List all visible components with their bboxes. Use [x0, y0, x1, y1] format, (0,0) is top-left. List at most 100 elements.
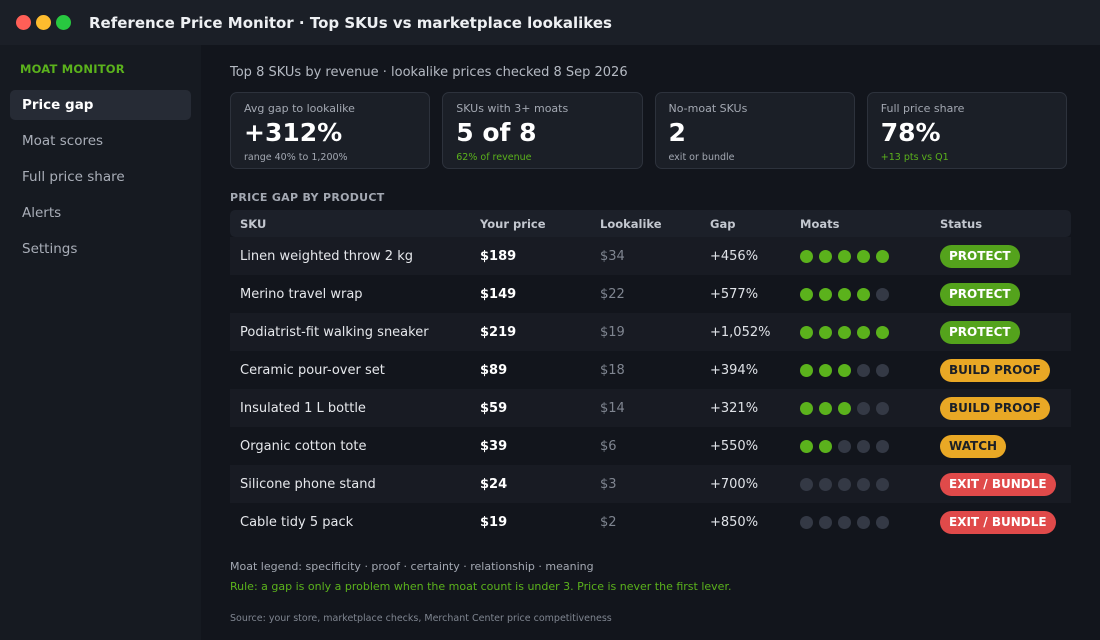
price-gap: +1,052%	[710, 324, 771, 340]
moat-dot-empty	[838, 439, 851, 453]
section-title: PRICE GAP BY PRODUCT	[230, 191, 385, 204]
table-body: Linen weighted throw 2 kg $189 $34 +456% PRO…	[230, 237, 1071, 541]
moat-dot-filled	[838, 401, 851, 415]
price-gap: +456%	[710, 248, 759, 264]
sku-name: Podiatrist-fit walking sneaker	[240, 324, 429, 340]
page-subtitle: Top 8 SKUs by revenue · lookalike prices…	[230, 65, 628, 80]
card-full-price-share: Full price share 78% +13 pts vs Q1	[866, 92, 1067, 169]
price-gap: +550%	[710, 438, 759, 454]
status-badge: EXIT / BUNDLE	[940, 472, 1056, 496]
moat-dot-filled	[857, 325, 870, 339]
moat-dot-empty	[876, 477, 889, 491]
status-cell: BUILD PROOF	[940, 396, 1071, 420]
your-price: $149	[480, 286, 517, 302]
card-label: Full price share	[880, 102, 965, 115]
header-status[interactable]: Status	[940, 216, 983, 231]
moat-dot-empty	[819, 515, 832, 529]
moat-indicator	[800, 477, 940, 491]
sidebar-heading: MOAT MONITOR	[20, 62, 125, 76]
table-row[interactable]: Silicone phone stand $24 $3 +700% EXIT / BUN…	[230, 465, 1071, 503]
header-lookalike[interactable]: Lookalike	[600, 216, 662, 231]
price-gap-table: SKU Your price Lookalike Gap Moats Statu…	[230, 210, 1071, 541]
price-gap: +700%	[710, 476, 759, 492]
moat-indicator	[800, 515, 940, 529]
card-value: 5 of 8	[456, 118, 537, 147]
table-row[interactable]: Podiatrist-fit walking sneaker $219 $19 +1,…	[230, 313, 1071, 351]
moat-dot-filled	[800, 325, 813, 339]
table-header: SKU Your price Lookalike Gap Moats Statu…	[230, 210, 1071, 237]
table-row[interactable]: Insulated 1 L bottle $59 $14 +321% BUILD PRO…	[230, 389, 1071, 427]
moat-dot-empty	[857, 477, 870, 491]
sidebar-item-alerts[interactable]: Alerts	[22, 205, 62, 221]
sidebar-item-full-price-share[interactable]: Full price share	[22, 169, 125, 185]
moat-dot-filled	[838, 287, 851, 301]
moat-dot-empty	[876, 363, 889, 377]
lookalike-price: $19	[600, 324, 625, 340]
table-row[interactable]: Organic cotton tote $39 $6 +550% WATCH	[230, 427, 1071, 465]
card-note: range 40% to 1,200%	[244, 151, 348, 163]
title-bar: Reference Price Monitor · Top SKUs vs ma…	[0, 0, 1100, 45]
moat-dot-empty	[857, 401, 870, 415]
status-badge: EXIT / BUNDLE	[940, 510, 1056, 534]
price-gap: +394%	[710, 362, 759, 378]
card-value: 2	[668, 118, 686, 147]
card-label: SKUs with 3+ moats	[456, 102, 569, 115]
header-your-price[interactable]: Your price	[480, 216, 546, 231]
moat-dot-filled	[800, 363, 813, 377]
sku-name: Cable tidy 5 pack	[240, 514, 354, 530]
sku-name: Ceramic pour-over set	[240, 362, 385, 378]
sku-name: Silicone phone stand	[240, 476, 376, 492]
moat-dot-empty	[857, 515, 870, 529]
status-cell: WATCH	[940, 434, 1071, 458]
your-price: $219	[480, 324, 517, 340]
moat-dot-filled	[819, 439, 832, 453]
card-note: exit or bundle	[668, 151, 735, 163]
table-row[interactable]: Merino travel wrap $149 $22 +577% PROTECT	[230, 275, 1071, 313]
sidebar-nav: Price gap Moat scores Full price share A…	[10, 90, 191, 270]
status-badge: BUILD PROOF	[940, 358, 1050, 382]
header-moats[interactable]: Moats	[800, 216, 840, 231]
pricing-rule: Rule: a gap is only a problem when the m…	[230, 580, 732, 593]
moat-dot-filled	[800, 287, 813, 301]
moat-dot-empty	[838, 515, 851, 529]
moat-indicator	[800, 401, 940, 415]
moat-dot-empty	[857, 363, 870, 377]
minimize-window-button[interactable]	[36, 15, 51, 30]
card-value: +312%	[244, 118, 343, 147]
price-gap: +577%	[710, 286, 759, 302]
card-value: 78%	[880, 118, 941, 147]
table-row[interactable]: Linen weighted throw 2 kg $189 $34 +456% PRO…	[230, 237, 1071, 275]
sku-name: Organic cotton tote	[240, 438, 367, 454]
moat-legend: Moat legend: specificity · proof · certa…	[230, 560, 594, 573]
price-gap: +850%	[710, 514, 759, 530]
price-gap: +321%	[710, 400, 759, 416]
close-window-button[interactable]	[16, 15, 31, 30]
your-price: $59	[480, 400, 508, 416]
moat-dot-empty	[876, 401, 889, 415]
sidebar-item-settings[interactable]: Settings	[22, 241, 78, 257]
table-row[interactable]: Cable tidy 5 pack $19 $2 +850% EXIT / BUNDLE	[230, 503, 1071, 541]
status-badge: BUILD PROOF	[940, 396, 1050, 420]
moat-dot-empty	[800, 477, 813, 491]
card-note: +13 pts vs Q1	[880, 151, 949, 163]
sidebar-item-price-gap[interactable]: Price gap	[10, 90, 191, 120]
maximize-window-button[interactable]	[56, 15, 71, 30]
moat-dot-filled	[819, 401, 832, 415]
moat-dot-filled	[838, 325, 851, 339]
card-label: No-moat SKUs	[668, 102, 748, 115]
moat-dot-filled	[800, 401, 813, 415]
moat-dot-empty	[819, 477, 832, 491]
lookalike-price: $34	[600, 248, 625, 264]
table-row[interactable]: Ceramic pour-over set $89 $18 +394% BUILD PR…	[230, 351, 1071, 389]
header-gap[interactable]: Gap	[710, 216, 736, 231]
window-controls	[16, 15, 71, 30]
sidebar-item-moat-scores[interactable]: Moat scores	[22, 133, 104, 149]
moat-indicator	[800, 439, 940, 453]
status-badge: WATCH	[940, 434, 1007, 458]
status-badge: PROTECT	[940, 282, 1020, 306]
moat-dot-empty	[800, 515, 813, 529]
status-cell: PROTECT	[940, 244, 1071, 268]
header-sku[interactable]: SKU	[240, 216, 267, 231]
card-note: 62% of revenue	[456, 151, 532, 163]
moat-dot-filled	[857, 287, 870, 301]
